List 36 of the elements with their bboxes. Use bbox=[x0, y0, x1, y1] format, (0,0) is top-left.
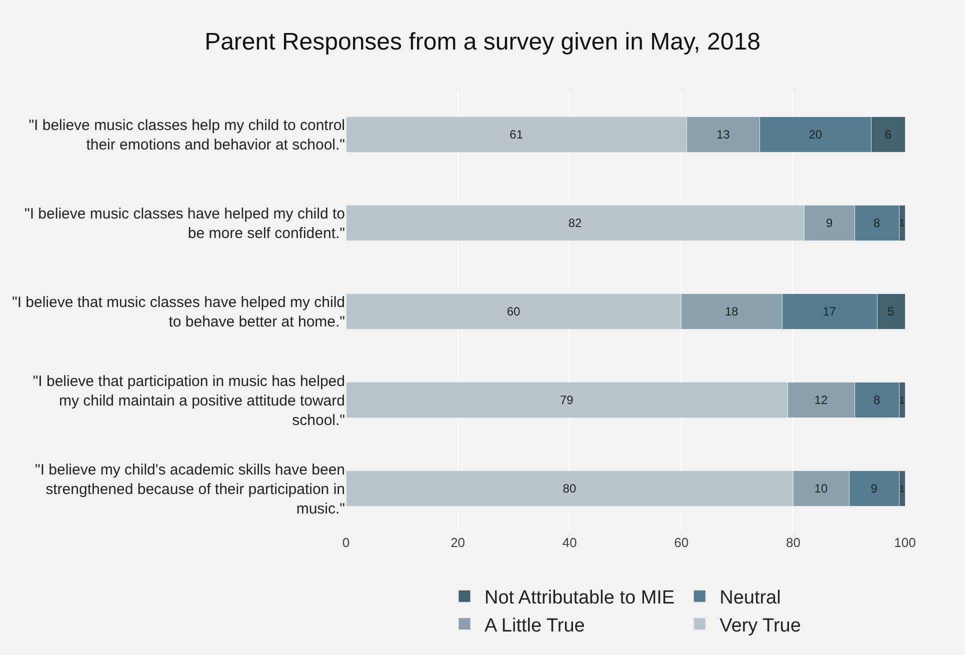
data-label: 20 bbox=[808, 127, 822, 142]
x-tick-label: 0 bbox=[342, 535, 350, 550]
data-label: 8 bbox=[874, 393, 881, 408]
data-label: 12 bbox=[814, 393, 828, 408]
y-tick-label: "I believe music classes have helped my child to be more self confident." bbox=[24, 205, 345, 242]
data-label: 79 bbox=[560, 393, 574, 408]
x-tick-label: 100 bbox=[894, 535, 916, 550]
data-label: 82 bbox=[568, 216, 582, 230]
legend-label: A Little True bbox=[484, 615, 585, 636]
data-label: 10 bbox=[814, 482, 828, 496]
data-label: 9 bbox=[870, 482, 878, 496]
data-label: 80 bbox=[562, 482, 576, 496]
data-label: 5 bbox=[888, 304, 895, 318]
x-tick-label: 80 bbox=[786, 535, 800, 550]
data-label: 1 bbox=[899, 218, 905, 230]
x-tick-label: 40 bbox=[562, 535, 577, 550]
y-tick-label: "I believe that music classes have helped my child to behave better at home." bbox=[12, 294, 345, 330]
y-tick-label: "I believe music classes help my child to control their emotions and behavior at school." bbox=[28, 116, 345, 154]
data-label: 17 bbox=[822, 304, 836, 318]
data-label: 6 bbox=[884, 127, 892, 142]
legend-label: Very True bbox=[720, 615, 801, 636]
data-label: 8 bbox=[874, 216, 881, 230]
data-label: 1 bbox=[899, 395, 905, 406]
data-label: 18 bbox=[724, 304, 739, 318]
y-tick-label: "I believe my child's academic skills have been strengthened because of their participation in music." bbox=[35, 461, 345, 518]
data-label: 61 bbox=[510, 127, 524, 142]
y-tick-label: "I believe that participation in music has helped my child maintain a positive attitude toward school." bbox=[32, 372, 345, 429]
data-label: 13 bbox=[716, 127, 730, 142]
x-tick-label: 20 bbox=[450, 535, 466, 550]
legend-label: Not Attributable to MIE bbox=[484, 588, 675, 609]
x-tick-label: 60 bbox=[674, 535, 689, 550]
data-label: 9 bbox=[826, 216, 834, 230]
data-label: 60 bbox=[506, 304, 521, 318]
data-label: 1 bbox=[899, 484, 905, 495]
chart-title: Parent Responses from a survey given in May, 2018 bbox=[204, 28, 760, 56]
legend-label: Neutral bbox=[720, 588, 781, 609]
